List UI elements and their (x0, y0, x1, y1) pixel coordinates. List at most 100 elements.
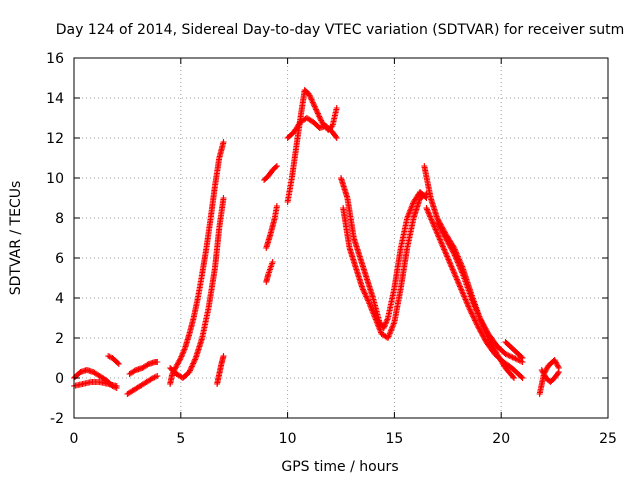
data-point (447, 260, 454, 267)
y-tick-label: 16 (46, 51, 64, 67)
data-point (471, 302, 478, 309)
data-point (464, 300, 471, 307)
data-point (428, 217, 435, 224)
data-point (272, 164, 279, 170)
data-point (188, 364, 195, 371)
data-point (446, 243, 453, 249)
data-point (360, 287, 367, 294)
data-point (475, 312, 482, 319)
data-point (453, 256, 460, 263)
data-point (455, 261, 462, 267)
x-tick-label: 5 (176, 431, 185, 447)
series-pass-q (423, 205, 526, 381)
data-point (463, 297, 470, 304)
data-point (434, 230, 441, 237)
x-tick-label: 15 (385, 431, 403, 447)
data-point (454, 258, 461, 265)
data-point (476, 313, 483, 320)
data-point (333, 135, 340, 141)
data-point (475, 324, 482, 331)
data-point (516, 357, 523, 364)
data-point (450, 267, 457, 274)
data-point (538, 367, 545, 373)
data-point (431, 225, 438, 231)
data-point (273, 163, 280, 169)
x-axis-label: GPS time / hours (281, 459, 398, 475)
data-point (476, 327, 483, 333)
data-point (443, 236, 450, 243)
data-point (471, 316, 478, 323)
data-point (480, 321, 487, 328)
data-point (442, 235, 449, 241)
series-pass-m (284, 115, 340, 141)
data-point (515, 357, 522, 363)
data-point (463, 299, 470, 306)
data-point (555, 363, 562, 370)
y-tick-label: 12 (46, 131, 64, 147)
data-point (461, 293, 468, 300)
data-point (466, 306, 473, 313)
series-pass-o (340, 191, 430, 341)
data-point (553, 359, 560, 366)
series-pass-n (338, 175, 430, 331)
data-point (310, 100, 317, 107)
data-point (470, 299, 477, 306)
data-point (424, 206, 431, 213)
data-point (439, 242, 446, 249)
data-point (511, 375, 518, 381)
data-point (314, 109, 321, 116)
data-point (555, 370, 562, 377)
data-point (440, 231, 447, 237)
data-point (473, 320, 480, 327)
data-point (189, 362, 196, 368)
data-point (273, 203, 280, 209)
data-point (446, 257, 453, 264)
data-point (172, 364, 179, 371)
data-point (540, 371, 547, 377)
data-point (506, 353, 513, 359)
data-point (311, 103, 318, 110)
data-point (479, 332, 486, 339)
data-point (441, 233, 448, 240)
data-point (476, 325, 483, 332)
data-point (220, 195, 227, 201)
data-point (468, 296, 475, 303)
data-point (150, 375, 157, 381)
data-point (448, 263, 455, 270)
data-point (437, 225, 444, 232)
data-point (317, 116, 324, 123)
data-point (453, 275, 460, 281)
data-point (114, 360, 121, 366)
data-point (462, 296, 469, 303)
data-point (151, 374, 158, 381)
data-point (434, 220, 441, 227)
data-point (423, 191, 430, 197)
data-point (220, 353, 227, 359)
data-point (174, 361, 181, 368)
data-point (441, 246, 448, 253)
data-point (552, 358, 559, 365)
data-point (477, 316, 484, 323)
data-point (456, 262, 463, 269)
x-tick-label: 20 (492, 431, 510, 447)
data-point (113, 383, 120, 389)
data-point (360, 286, 367, 293)
data-point (482, 325, 489, 332)
data-point (442, 249, 449, 256)
data-point (460, 290, 467, 297)
data-point (427, 213, 434, 220)
data-point (363, 293, 370, 300)
y-tick-label: -2 (50, 411, 64, 427)
data-point (426, 212, 433, 219)
data-point (448, 245, 455, 252)
data-point (472, 305, 479, 311)
data-point (442, 250, 449, 257)
data-point (384, 316, 391, 323)
data-point (452, 273, 459, 280)
data-point (469, 297, 476, 304)
data-point (190, 360, 197, 367)
series-pass-h (214, 353, 227, 387)
data-point (453, 255, 460, 262)
data-point (483, 328, 490, 335)
data-point (476, 315, 483, 321)
